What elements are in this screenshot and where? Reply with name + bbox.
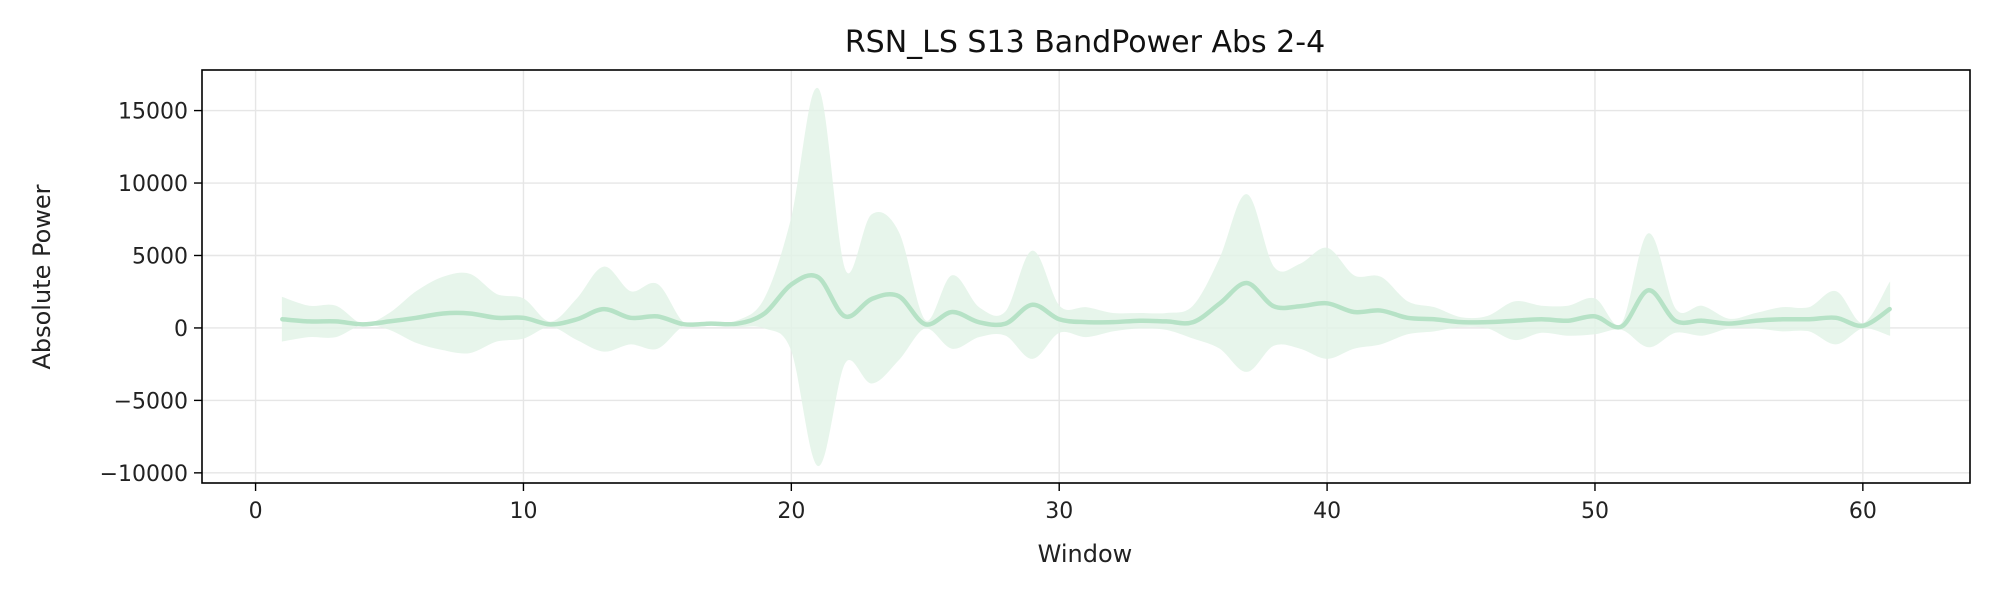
x-tick-label: 10	[509, 499, 537, 524]
x-tick-label: 60	[1849, 499, 1877, 524]
x-tick-label: 20	[777, 499, 805, 524]
mean-line	[280, 273, 1892, 330]
x-tick-label: 0	[249, 499, 263, 524]
y-tick-label: −5000	[114, 389, 188, 414]
x-tick-label: 30	[1045, 499, 1073, 524]
y-tick-label: −10000	[100, 462, 188, 487]
x-axis-label: Window	[1038, 540, 1133, 568]
y-tick-label: 0	[174, 317, 188, 342]
plot-frame	[201, 69, 1971, 484]
x-tick-label: 50	[1581, 499, 1609, 524]
y-axis-label: Absolute Power	[28, 184, 56, 369]
y-tick-label: 15000	[118, 100, 188, 125]
y-tick-label: 5000	[132, 244, 188, 269]
x-axis-ticks: 0 10 20 30 40 50 60	[249, 483, 1877, 524]
y-tick-label: 10000	[118, 172, 188, 197]
chart-title: RSN_LS S13 BandPower Abs 2-4	[845, 25, 1325, 60]
x-tick-label: 40	[1313, 499, 1341, 524]
y-axis-ticks: −10000 −5000 0 5000 10000 15000	[100, 100, 202, 487]
